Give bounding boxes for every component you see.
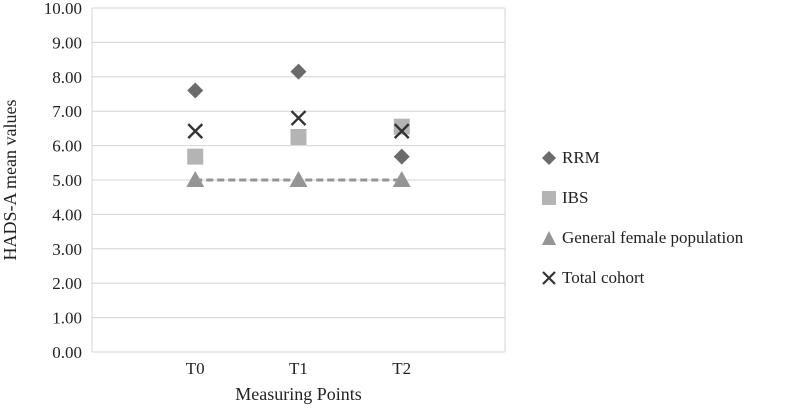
y-tick-label: 1.00 — [52, 309, 82, 328]
triangle-icon — [542, 231, 556, 245]
legend-label-general-female-population: General female population — [562, 228, 744, 247]
legend-item-rrm: RRM — [540, 138, 785, 178]
data-point-total-cohort — [393, 123, 410, 140]
data-point-rrm — [290, 63, 307, 80]
data-point-rrm — [187, 82, 204, 99]
data-point-ibs — [187, 148, 204, 165]
y-tick-label: 7.00 — [52, 102, 82, 121]
y-tick-label: 10.00 — [44, 0, 82, 18]
data-point-general-female-population — [289, 171, 308, 187]
legend-label-total-cohort: Total cohort — [562, 268, 645, 287]
legend-label-ibs: IBS — [562, 188, 589, 207]
x-tick-label: T2 — [392, 359, 411, 378]
y-tick-label: 2.00 — [52, 274, 82, 293]
data-point-rrm — [393, 148, 410, 165]
x-tick-label: T0 — [186, 359, 205, 378]
square-icon — [542, 191, 556, 205]
legend-label-rrm: RRM — [562, 148, 600, 167]
y-tick-label: 8.00 — [52, 68, 82, 87]
data-point-total-cohort — [187, 123, 204, 140]
y-tick-label: 6.00 — [52, 137, 82, 156]
diamond-icon — [542, 151, 556, 165]
legend-item-general-female-population: General female population — [540, 218, 785, 258]
y-tick-label: 3.00 — [52, 240, 82, 259]
data-point-ibs — [393, 118, 410, 135]
data-point-ibs — [290, 129, 307, 145]
y-tick-label: 5.00 — [52, 171, 82, 190]
legend-item-total-cohort: Total cohort — [540, 258, 785, 298]
legend: RRM IBS General female population Total … — [540, 138, 785, 298]
y-tick-label: 9.00 — [52, 33, 82, 52]
data-point-general-female-population — [186, 171, 205, 187]
data-point-total-cohort — [290, 110, 307, 126]
y-tick-label: 4.00 — [52, 205, 82, 224]
data-point-general-female-population — [392, 171, 411, 187]
x-axis-title: Measuring Points — [235, 384, 362, 404]
y-tick-label: 0.00 — [52, 343, 82, 362]
x-tick-label: T1 — [289, 359, 308, 378]
y-axis-title: HADS-A mean values — [0, 100, 20, 261]
x-icon — [542, 271, 556, 285]
legend-item-ibs: IBS — [540, 178, 785, 218]
